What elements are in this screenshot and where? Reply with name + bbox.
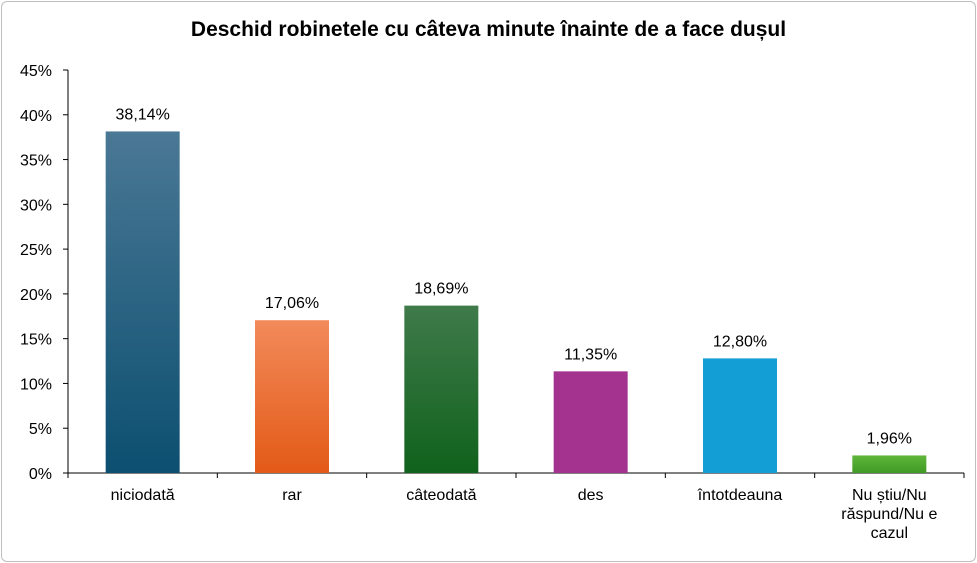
y-tick-label: 15%	[20, 332, 52, 349]
x-category-label: întotdeauna	[697, 487, 783, 504]
bar-1	[255, 320, 329, 473]
bar-0	[105, 131, 180, 473]
data-label: 11,35%	[564, 346, 617, 363]
data-label: 12,80%	[713, 333, 767, 350]
y-tick-label: 20%	[20, 287, 52, 304]
y-tick-label: 5%	[29, 421, 52, 438]
data-label: 17,06%	[265, 295, 319, 312]
bar-4	[703, 358, 777, 473]
x-category-label: câteodată	[406, 487, 477, 504]
x-category-label: rar	[282, 487, 302, 504]
x-category-label: des	[577, 487, 604, 504]
y-tick-label: 30%	[20, 197, 52, 214]
bar-5	[852, 455, 927, 473]
chart-title: Deschid robinetele cu câteva minute înai…	[190, 18, 787, 41]
y-tick-label: 0%	[29, 466, 52, 483]
x-category-label: niciodată	[110, 487, 175, 504]
bar-3	[553, 371, 628, 473]
y-tick-label: 35%	[20, 153, 52, 170]
y-tick-label: 45%	[20, 63, 52, 80]
data-label: 1,96%	[867, 430, 912, 447]
data-label: 38,14%	[116, 106, 170, 123]
x-category-label: Nu știu/Nu răspund/Nu e cazul	[841, 487, 938, 542]
y-tick-label: 40%	[20, 108, 52, 125]
y-tick-label: 10%	[20, 376, 52, 393]
data-label: 18,69%	[414, 281, 468, 298]
y-tick-label: 25%	[20, 242, 52, 259]
bar-2	[404, 305, 479, 473]
